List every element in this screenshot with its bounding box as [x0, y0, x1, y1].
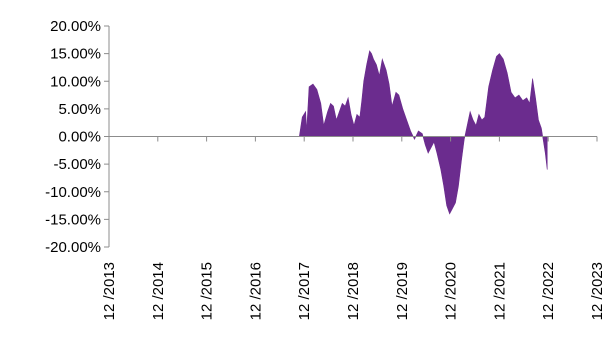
- y-tick-label: 15.00%: [50, 46, 101, 63]
- x-tick-label: 12 /2023: [589, 262, 605, 320]
- area-series: [298, 50, 548, 215]
- y-tick-label: 10.00%: [50, 73, 101, 90]
- y-axis-tick-labels: 20.00% 15.00% 10.00% 5.00% 0.00% -5.00% -10.00…: [45, 18, 101, 256]
- x-tick-label: 12 /2022: [540, 262, 557, 320]
- x-tick-label: 12 /2017: [296, 262, 313, 320]
- x-axis-tick-labels: 12 /2013 12 /2014 12 /2015 12 /2016 12 /2017…: [101, 262, 605, 320]
- y-tick-label: -15.00%: [45, 211, 101, 228]
- y-tick-label: -5.00%: [53, 156, 101, 173]
- x-tick-label: 12 /2020: [443, 262, 460, 320]
- x-tick-label: 12 /2018: [345, 262, 362, 320]
- x-tick-label: 12 /2014: [150, 262, 167, 320]
- y-tick-label: -10.00%: [45, 184, 101, 201]
- y-tick-label: 20.00%: [50, 18, 101, 35]
- x-axis-ticks: [108, 136, 598, 142]
- x-tick-label: 12 /2015: [199, 262, 216, 320]
- x-tick-label: 12 /2021: [491, 262, 508, 320]
- x-tick-label: 12 /2019: [394, 262, 411, 320]
- x-tick-label: 12 /2013: [101, 262, 118, 320]
- x-tick-label: 12 /2016: [247, 262, 264, 320]
- y-axis-ticks: [104, 25, 109, 248]
- y-tick-label: 5.00%: [58, 101, 101, 118]
- y-tick-label: -20.00%: [45, 239, 101, 256]
- y-tick-label: 0.00%: [58, 129, 101, 146]
